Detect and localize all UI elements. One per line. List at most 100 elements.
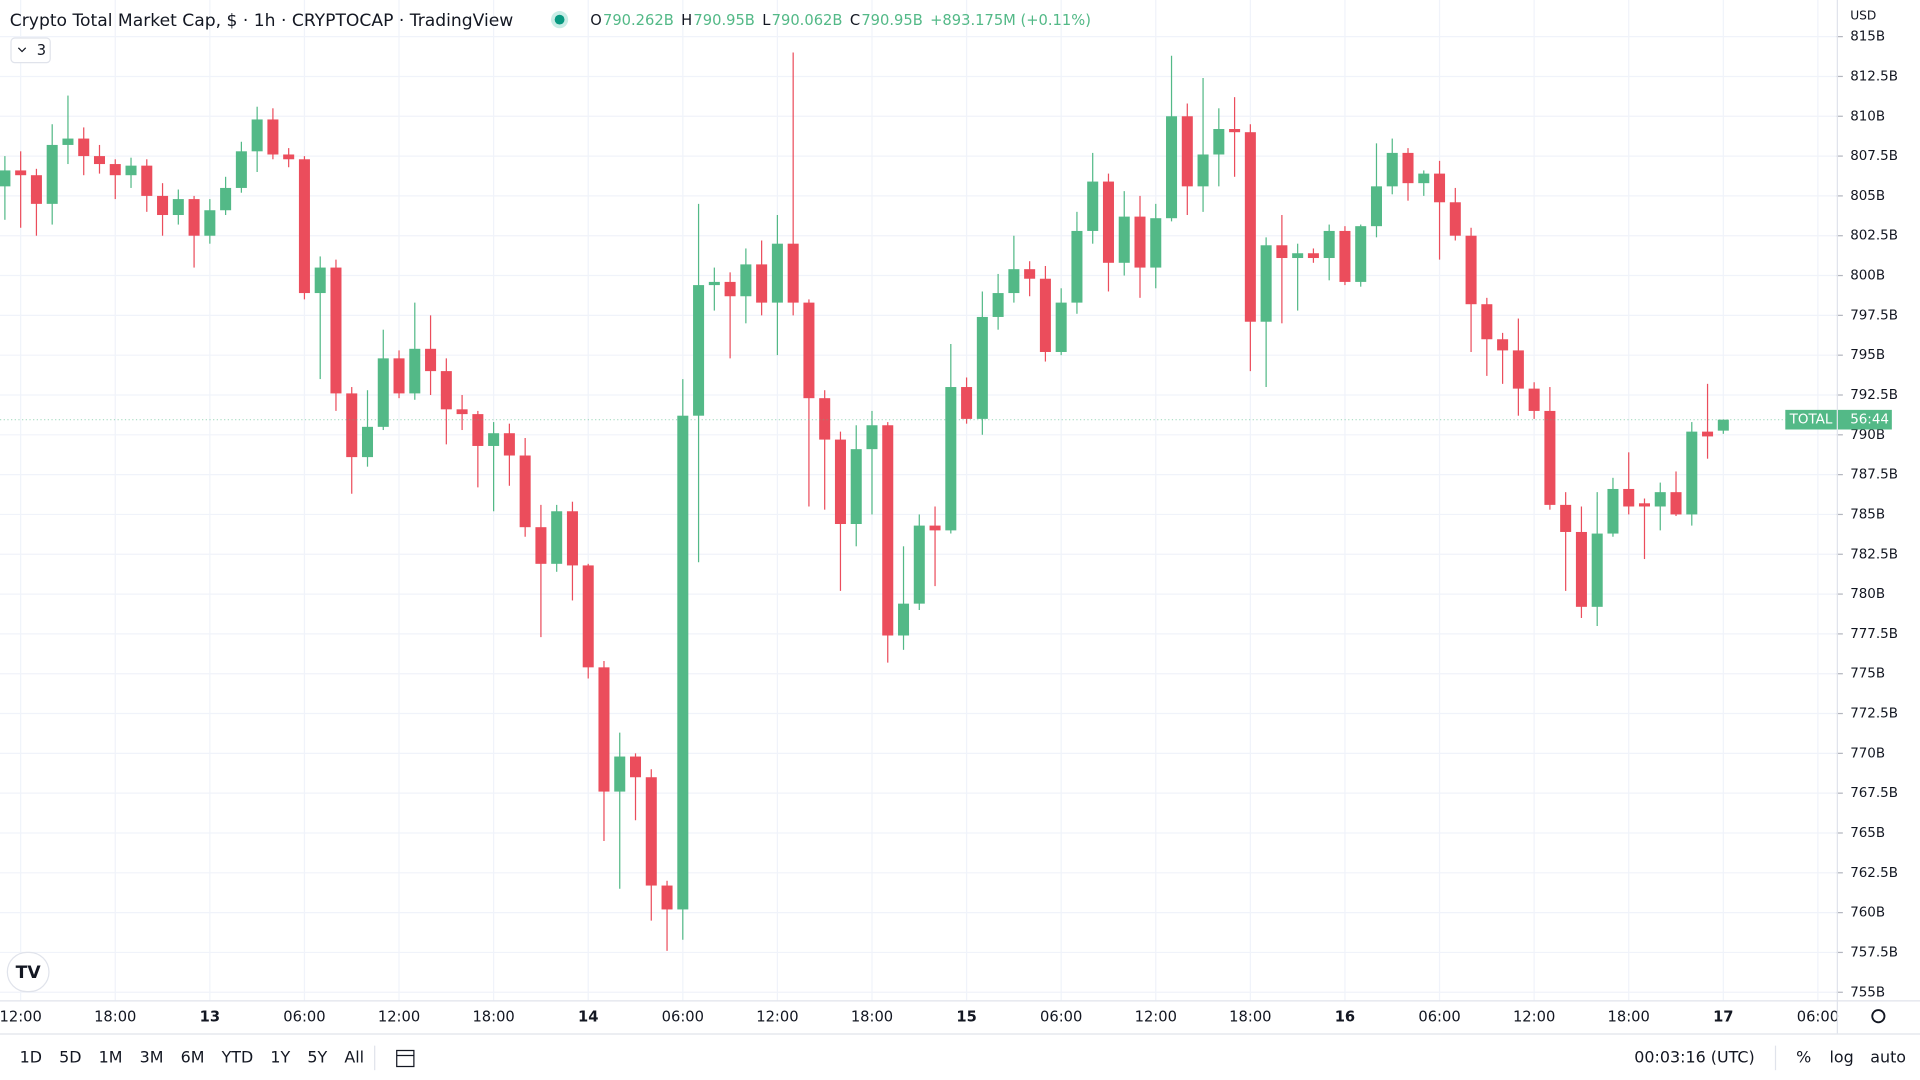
candle-body <box>961 387 973 419</box>
x-tick-label: 06:00 <box>662 1008 704 1025</box>
chevron-icon <box>17 47 27 53</box>
candle-body <box>598 667 610 792</box>
candle-body <box>708 281 720 286</box>
x-tick-label: 06:00 <box>1040 1008 1082 1025</box>
candle-body <box>46 144 58 204</box>
y-tick-label: 795B <box>1850 347 1885 363</box>
candle-body <box>251 119 263 152</box>
range-button[interactable]: All <box>344 1047 364 1066</box>
axis-option[interactable]: log <box>1830 1047 1854 1066</box>
range-button[interactable]: 5D <box>59 1047 81 1066</box>
candle-body <box>235 151 247 188</box>
x-tick-label: 12:00 <box>0 1008 42 1025</box>
logo-badge[interactable] <box>6 951 50 993</box>
candle-body <box>535 527 547 564</box>
candle-body <box>1039 278 1051 352</box>
y-tick-label: 760B <box>1850 905 1885 921</box>
x-tick-label: 12:00 <box>756 1008 798 1025</box>
legend-value: 790.062B <box>772 12 843 29</box>
x-tick-label: 18:00 <box>1229 1008 1271 1025</box>
candle-body <box>172 199 184 216</box>
candle-body <box>1702 431 1714 437</box>
x-tick-label: 14 <box>578 1008 598 1025</box>
range-button[interactable]: 5Y <box>307 1047 327 1066</box>
candle-body <box>1150 218 1162 268</box>
candle-body <box>361 426 374 458</box>
y-tick-label: 815B <box>1850 29 1885 45</box>
y-tick-label: 782.5B <box>1850 546 1898 562</box>
candle-body <box>1686 431 1698 515</box>
range-button[interactable]: 6M <box>181 1047 205 1066</box>
candle-body <box>677 415 689 910</box>
legend-value: 790.95B <box>861 12 922 29</box>
axis-option[interactable]: % <box>1796 1047 1811 1066</box>
candle-body <box>188 199 200 236</box>
indicator-toggle[interactable] <box>10 37 51 64</box>
x-tick-label: 12:00 <box>378 1008 420 1025</box>
y-tick-label: 755B <box>1850 984 1885 1000</box>
y-tick-label: 785B <box>1850 506 1885 522</box>
currency-label[interactable]: USD <box>1850 8 1876 22</box>
x-tick-label: 18:00 <box>851 1008 893 1025</box>
status-dot <box>554 14 565 25</box>
legend-change: +893.175M (+0.11%) <box>930 12 1091 29</box>
candle-body <box>1213 129 1225 155</box>
candle-body <box>866 425 878 450</box>
candle-body <box>551 511 563 564</box>
candle-body <box>1102 181 1114 263</box>
x-tick-label: 06:00 <box>1797 1008 1839 1025</box>
settings-icon[interactable] <box>1871 1009 1886 1024</box>
candle-body <box>1717 419 1729 431</box>
candle-body <box>1623 488 1635 507</box>
candle-body <box>377 358 389 427</box>
candle-body <box>945 387 957 531</box>
range-button[interactable]: 1D <box>20 1047 42 1066</box>
candle-body <box>141 165 153 196</box>
candle-body <box>850 449 862 525</box>
y-tick-label: 792.5B <box>1850 387 1898 403</box>
logo-text: TV <box>16 963 42 983</box>
candle-body <box>1024 269 1036 279</box>
price-tag-bg <box>1837 409 1892 430</box>
candle-body <box>1497 339 1509 351</box>
candle-body <box>819 398 831 440</box>
chart-title: Crypto Total Market Cap, $ · 1h · CRYPTO… <box>10 11 514 31</box>
y-tick-label: 775B <box>1850 666 1885 682</box>
range-button[interactable]: YTD <box>221 1047 254 1066</box>
range-button[interactable]: 3M <box>140 1047 164 1066</box>
candle-body <box>1670 492 1682 515</box>
candle-body <box>1544 410 1556 505</box>
range-button[interactable]: 1M <box>99 1047 123 1066</box>
countdown: 56:44 <box>1850 412 1889 428</box>
axis-option[interactable]: auto <box>1870 1047 1906 1066</box>
legend-value: 790.262B <box>603 12 674 29</box>
candle-body <box>898 603 910 636</box>
y-tick-label: 770B <box>1850 745 1885 761</box>
candle-body <box>1638 503 1650 507</box>
y-tick-label: 765B <box>1850 825 1885 841</box>
candle-body <box>566 511 578 566</box>
candle-body <box>929 525 941 531</box>
candle-body <box>1481 304 1493 340</box>
candle-body <box>834 439 846 525</box>
x-tick-label: 16 <box>1335 1008 1355 1025</box>
candle-body <box>283 154 295 160</box>
y-tick-label: 807.5B <box>1850 148 1898 164</box>
candle-body <box>1355 226 1367 282</box>
candle-body <box>125 165 137 176</box>
candle-body <box>1560 504 1572 532</box>
candle-body <box>1591 533 1603 607</box>
candle-body <box>661 885 673 910</box>
y-tick-label: 772.5B <box>1850 706 1898 722</box>
candle-body <box>1370 186 1382 227</box>
candle-body <box>157 195 169 216</box>
candle-body <box>1418 173 1430 184</box>
candle-body <box>1607 488 1619 534</box>
candle-body <box>913 525 925 604</box>
candle-body <box>1386 152 1398 187</box>
range-button[interactable]: 1Y <box>270 1047 290 1066</box>
candle-body <box>1434 173 1446 203</box>
y-tick-label: 800B <box>1850 268 1885 284</box>
